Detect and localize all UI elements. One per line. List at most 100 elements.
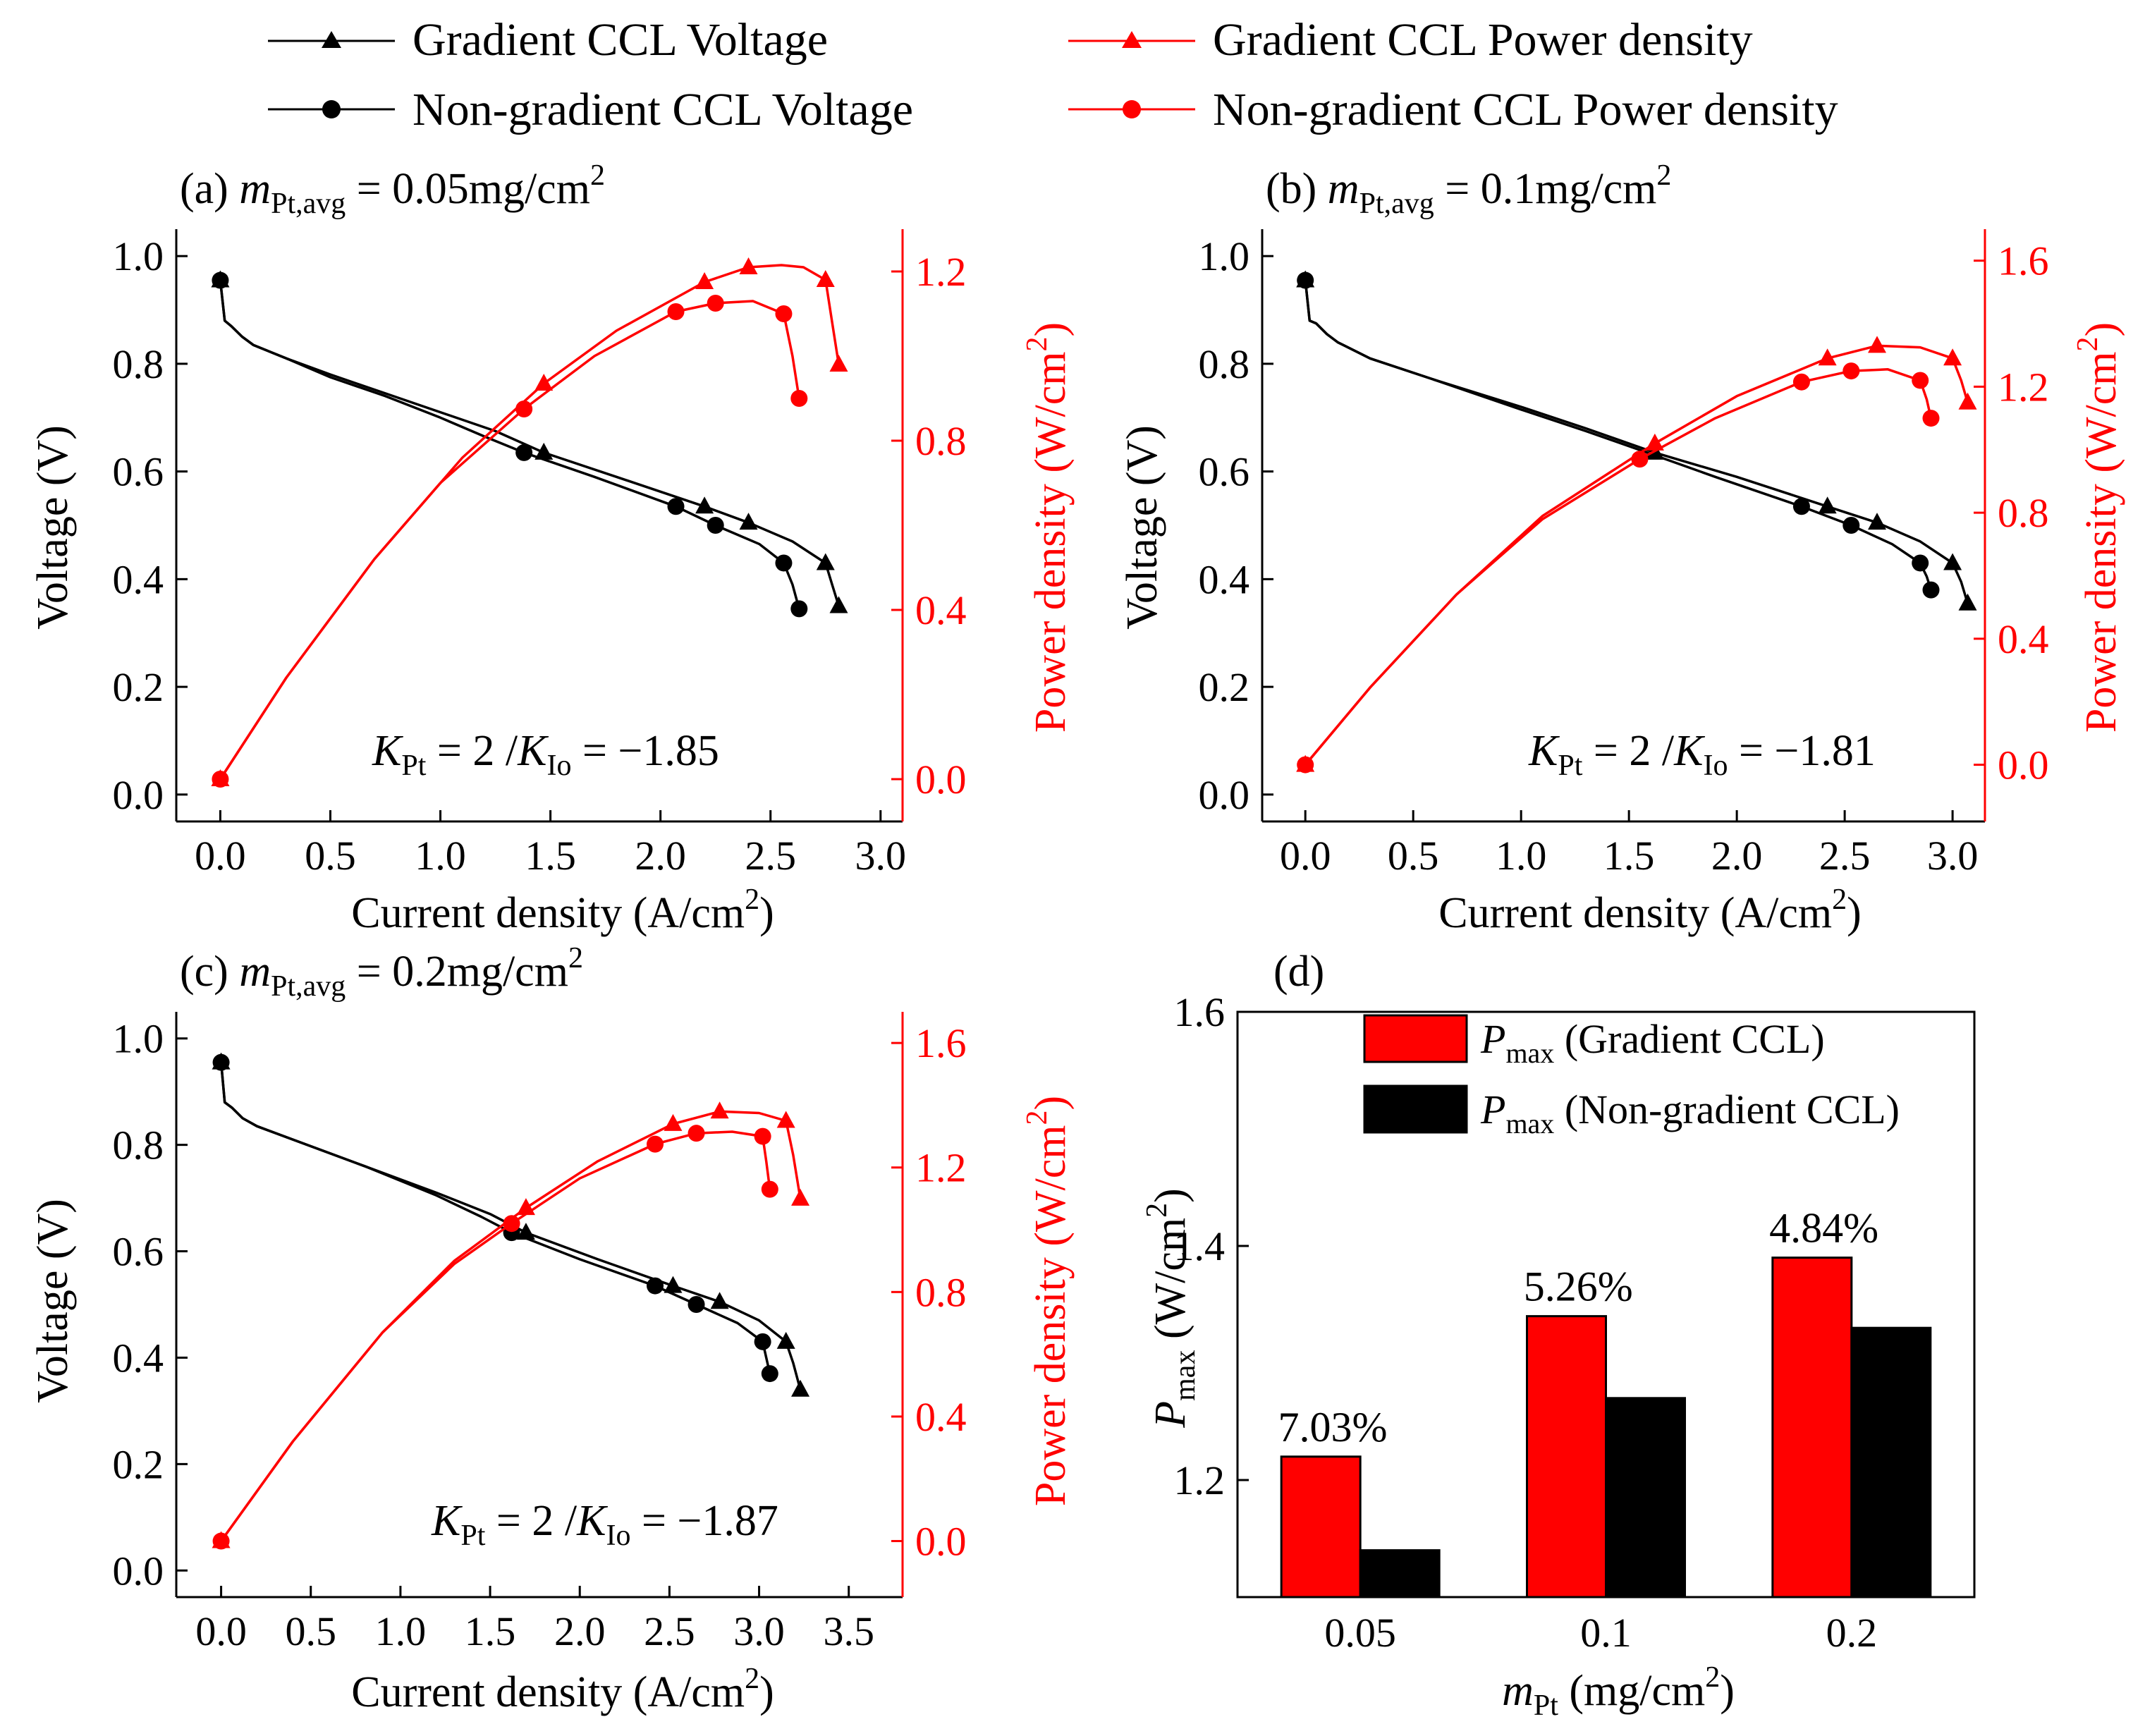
y-tick-label-left: 0.6: [113, 1229, 164, 1275]
x-tick-label: 2.5: [1819, 833, 1871, 879]
y-tick-label-left: 0.2: [113, 664, 164, 710]
data-point-gradient-ccl-voltage: [739, 513, 758, 530]
series-line-non-gradient-ccl-voltage: [1304, 280, 1933, 591]
x-tick-label: 1.5: [465, 1608, 516, 1654]
data-point-gradient-ccl-power-density: [1645, 433, 1664, 451]
data-point-gradient-ccl-power-density: [1943, 348, 1962, 366]
x-axis-label: Current density (A/cm2): [351, 884, 774, 937]
data-point-non-gradient-ccl-voltage: [688, 1296, 705, 1313]
y-tick-label-left: 1.0: [113, 1016, 164, 1062]
legend-label: Gradient CCL Voltage: [412, 14, 828, 66]
y-tick-label-right: 0.0: [1998, 742, 2049, 788]
y-axis-label-right: Power density (W/cm2): [1021, 322, 1075, 733]
data-point-gradient-ccl-power-density: [1958, 392, 1977, 410]
data-point-gradient-ccl-voltage: [534, 442, 554, 460]
plot-area: 7.03% 5.26% 4.84%: [1278, 1205, 1932, 1599]
bar-nongradient: [1850, 1326, 1932, 1599]
data-point-gradient-ccl-voltage: [791, 1379, 810, 1397]
y-tick-label-left: 1.0: [113, 233, 164, 279]
legend-swatch-gradient: [1363, 1014, 1468, 1063]
data-label: 5.26%: [1524, 1264, 1633, 1310]
bar-gradient: [1526, 1315, 1607, 1599]
y-tick-label-left: 0.6: [113, 449, 164, 495]
data-point-non-gradient-ccl-power-density: [1912, 372, 1929, 389]
y-tick-label-left: 0.2: [113, 1441, 164, 1487]
data-point-non-gradient-ccl-power-density: [212, 1532, 230, 1550]
y-tick-label-left: 0.4: [1199, 556, 1250, 602]
panel-c: (c) mPt,avg = 0.2mg/cm2 0.0 0.5 1.0 1.5 2.0 2…: [29, 942, 1075, 1716]
data-point-non-gradient-ccl-voltage: [212, 1053, 230, 1071]
triangle-marker-icon: [322, 31, 341, 48]
x-axis-label: Current density (A/cm2): [351, 1663, 774, 1716]
data-point-non-gradient-ccl-power-density: [515, 401, 533, 417]
y-tick-label-left: 0.4: [113, 556, 164, 602]
y-tick-label-left: 0.2: [1199, 664, 1250, 710]
annotation: KPt = 2 /KIo = −1.81: [1528, 727, 1876, 782]
bar-gradient: [1771, 1257, 1853, 1599]
y-tick-label-left: 0.4: [113, 1335, 164, 1381]
y-axis-label-right: Power density (W/cm2): [1021, 1096, 1075, 1506]
data-point-non-gradient-ccl-power-density: [503, 1215, 520, 1233]
y-axis-label-left: Voltage (V): [29, 425, 77, 630]
x-tick-label: 0.5: [305, 833, 356, 879]
x-tick-label: 0.05: [1324, 1610, 1396, 1656]
data-point-non-gradient-ccl-voltage: [1297, 271, 1314, 289]
annotation: KPt = 2 /KIo = −1.85: [372, 727, 719, 782]
data-point-gradient-ccl-power-density: [710, 1101, 729, 1119]
top-legend: Gradient CCL Voltage Non-gradient CCL Vo…: [268, 14, 1838, 135]
data-label: 7.03%: [1278, 1404, 1387, 1450]
y-axis-label-left: Voltage (V): [29, 1199, 77, 1403]
data-point-non-gradient-ccl-power-density: [754, 1127, 771, 1145]
data-label: 4.84%: [1769, 1205, 1878, 1252]
panel-title: (a) mPt,avg = 0.05mg/cm2: [180, 159, 605, 220]
y-tick-label-right: 0.8: [1998, 490, 2049, 536]
panel-d: (d) 1.21.41.60.05 0.1 0.2 7.03%5.26%4.84% …: [1141, 948, 1976, 1722]
data-point-non-gradient-ccl-power-density: [688, 1125, 705, 1142]
y-axis-label-left: Voltage (V): [1118, 425, 1166, 630]
data-point-gradient-ccl-power-density: [829, 355, 848, 372]
x-tick-label: 0.0: [1280, 833, 1331, 879]
y-tick-label-right: 0.4: [1998, 616, 2049, 662]
data-point-non-gradient-ccl-power-density: [667, 303, 685, 320]
x-tick-label: 0.1: [1580, 1610, 1632, 1656]
x-tick-label: 2.0: [1711, 833, 1763, 879]
legend-entry-nongradient-voltage: Non-gradient CCL Voltage: [268, 84, 913, 135]
data-point-non-gradient-ccl-power-density: [212, 771, 229, 788]
data-point-gradient-ccl-voltage: [1958, 593, 1977, 611]
data-point-gradient-ccl-voltage: [1818, 496, 1837, 514]
data-point-gradient-ccl-power-density: [695, 272, 714, 289]
x-tick-label: 2.0: [635, 833, 686, 879]
y-tick-label-right: 0.4: [915, 1394, 967, 1440]
panel-title: (c) mPt,avg = 0.2mg/cm2: [180, 942, 583, 1003]
x-tick-label: 0.0: [195, 833, 246, 879]
legend-entry-nongradient-power: Non-gradient CCL Power density: [1068, 84, 1838, 135]
data-point-non-gradient-ccl-power-density: [775, 305, 793, 322]
data-point-non-gradient-ccl-voltage: [1843, 517, 1860, 534]
data-point-gradient-ccl-power-density: [664, 1113, 683, 1131]
x-tick-label: 2.5: [644, 1608, 695, 1654]
y-tick-label-right: 0.8: [915, 418, 967, 464]
x-tick-label: 3.0: [733, 1608, 785, 1654]
panel-a: (a) mPt,avg = 0.05mg/cm2 0.0 0.5 1.0 1.5 2.0…: [29, 159, 1075, 937]
panel-title: (b) mPt,avg = 0.1mg/cm2: [1266, 159, 1671, 220]
data-point-non-gradient-ccl-voltage: [775, 554, 793, 572]
x-tick-label: 1.0: [1496, 833, 1547, 879]
y-tick-label: 1.2: [1174, 1457, 1226, 1503]
bar-legend: Pmax (Gradient CCL) Pmax (Non-gradient C…: [1363, 1014, 1900, 1139]
plot-area: [1296, 270, 1977, 774]
legend-label-nongradient: Pmax (Non-gradient CCL): [1480, 1087, 1900, 1139]
y-axis-label: Pmax (W/cm2): [1141, 1188, 1202, 1428]
data-point-gradient-ccl-power-density: [739, 257, 758, 274]
x-tick-label: 0.0: [195, 1608, 247, 1654]
x-tick-label: 2.0: [554, 1608, 606, 1654]
annotation: KPt = 2 /KIo = −1.87: [431, 1497, 778, 1552]
x-axis-label: mPt (mg/cm2): [1502, 1661, 1735, 1722]
x-tick-label: 1.0: [375, 1608, 427, 1654]
triangle-marker-icon: [1122, 31, 1142, 48]
x-tick-label: 3.5: [823, 1608, 874, 1654]
data-point-gradient-ccl-voltage: [664, 1276, 683, 1293]
y-tick-label-right: 1.2: [915, 249, 967, 295]
x-tick-label: 1.0: [415, 833, 466, 879]
y-tick-label-right: 0.8: [915, 1269, 967, 1315]
